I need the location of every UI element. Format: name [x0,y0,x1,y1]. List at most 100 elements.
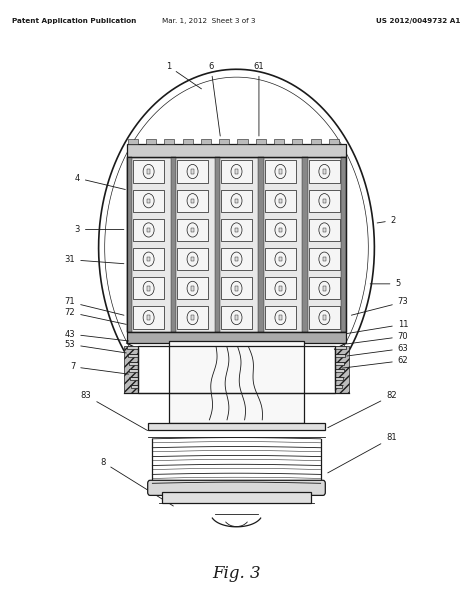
Polygon shape [131,385,138,388]
Bar [292,139,302,143]
Bar [302,157,308,332]
Bar [164,139,174,143]
Bar [177,160,208,182]
Bar [138,346,335,393]
Bar [191,170,194,174]
Bar [221,190,252,212]
Bar [127,332,346,343]
Bar [323,315,326,320]
Bar [311,139,321,143]
Bar [265,160,296,182]
Polygon shape [128,354,138,357]
Text: 70: 70 [347,332,408,344]
Text: 11: 11 [347,320,408,334]
Bar [127,143,346,157]
Text: Mar. 1, 2012  Sheet 3 of 3: Mar. 1, 2012 Sheet 3 of 3 [162,18,255,24]
Bar [148,423,325,430]
Bar [201,139,211,143]
Bar [221,219,252,241]
Polygon shape [335,346,346,349]
Bar [265,306,296,329]
Bar [133,160,164,182]
Text: 5: 5 [370,279,401,289]
Text: 61: 61 [254,62,264,136]
Bar [191,228,194,232]
Polygon shape [335,354,345,357]
Text: Fig. 3: Fig. 3 [212,565,261,583]
Bar [133,190,164,212]
Bar [265,219,296,241]
FancyBboxPatch shape [148,480,325,495]
Polygon shape [335,377,342,380]
Bar [146,139,156,143]
Bar [265,278,296,300]
Text: 82: 82 [328,391,397,428]
Bar [177,306,208,329]
Polygon shape [130,370,138,373]
Bar [279,199,282,203]
Bar [309,190,340,212]
Bar [329,139,339,143]
Polygon shape [335,362,344,365]
Bar [191,199,194,203]
Text: 4: 4 [75,174,125,190]
Bar [309,248,340,270]
Bar [235,228,238,232]
Text: 7: 7 [70,362,129,374]
Bar [323,286,326,290]
Text: 31: 31 [65,255,124,264]
Bar [235,170,238,174]
Text: US 2012/0049732 A1: US 2012/0049732 A1 [377,18,461,24]
Bar [177,190,208,212]
Polygon shape [335,385,342,388]
Text: 1: 1 [166,62,201,89]
Bar [221,306,252,329]
Bar [127,157,346,332]
Bar [323,199,326,203]
Bar [177,278,208,300]
Bar [128,139,138,143]
Bar [279,170,282,174]
Polygon shape [129,362,138,365]
Text: 71: 71 [65,298,124,315]
Polygon shape [131,377,138,380]
Bar [221,278,252,300]
Text: 83: 83 [81,391,148,431]
Bar [133,278,164,300]
Text: 3: 3 [75,225,124,234]
Bar [237,139,247,143]
Bar [323,257,326,261]
Bar [309,160,340,182]
Bar [235,286,238,290]
Bar [235,257,238,261]
Bar [341,157,346,332]
Bar [133,219,164,241]
Text: 63: 63 [347,344,409,356]
Text: 53: 53 [65,340,126,353]
Bar [191,257,194,261]
Bar [124,346,138,393]
Text: 43: 43 [65,329,129,341]
Bar [221,160,252,182]
Bar [279,315,282,320]
Bar [256,139,266,143]
Bar [177,219,208,241]
Bar [147,170,150,174]
Bar [323,228,326,232]
Bar [219,139,229,143]
Text: 73: 73 [351,298,409,315]
Bar [171,157,176,332]
Bar [147,228,150,232]
Bar [147,315,150,320]
Bar [147,286,150,290]
Bar [279,228,282,232]
Bar [177,248,208,270]
Text: 72: 72 [65,308,126,325]
Bar [127,157,346,332]
Text: 8: 8 [100,458,174,506]
Text: 81: 81 [328,434,397,473]
Bar [279,286,282,290]
Bar [258,157,264,332]
Text: Patent Application Publication: Patent Application Publication [12,18,137,24]
Bar [169,341,304,423]
